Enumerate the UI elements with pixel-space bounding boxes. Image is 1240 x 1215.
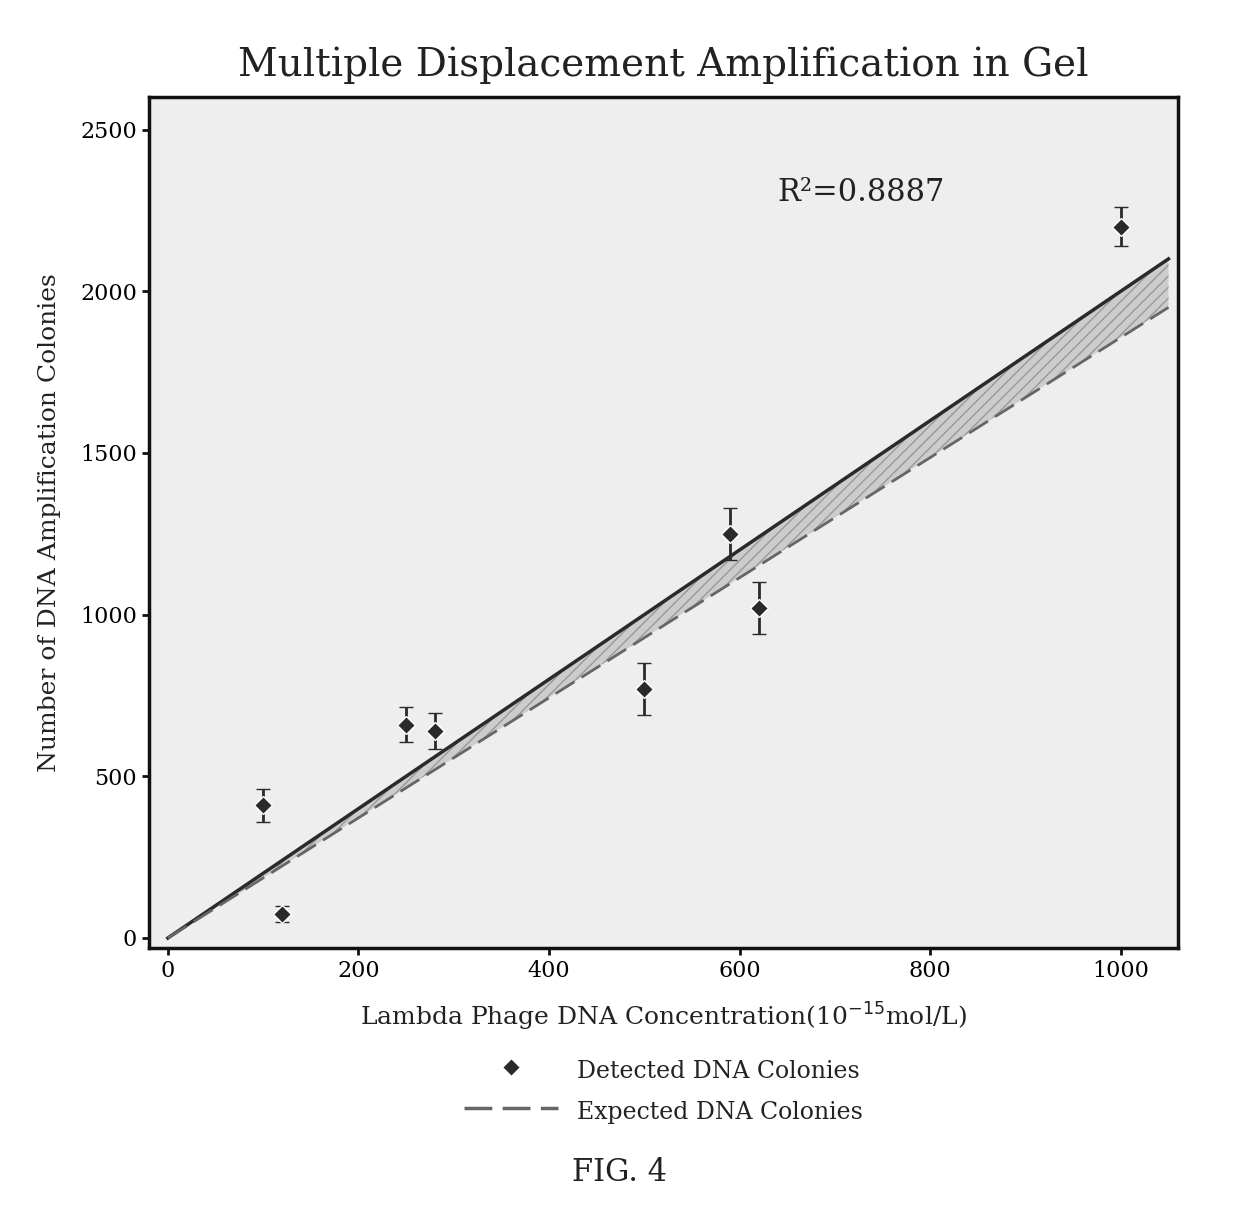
Title: Multiple Displacement Amplification in Gel: Multiple Displacement Amplification in G… <box>238 47 1089 84</box>
Text: R²=0.8887: R²=0.8887 <box>777 176 945 208</box>
Y-axis label: Number of DNA Amplification Colonies: Number of DNA Amplification Colonies <box>37 273 61 772</box>
Legend: Detected DNA Colonies, Expected DNA Colonies: Detected DNA Colonies, Expected DNA Colo… <box>454 1046 873 1135</box>
Text: FIG. 4: FIG. 4 <box>573 1157 667 1188</box>
X-axis label: Lambda Phage DNA Concentration(10$^{-15}$mol/L): Lambda Phage DNA Concentration(10$^{-15}… <box>360 1001 967 1033</box>
